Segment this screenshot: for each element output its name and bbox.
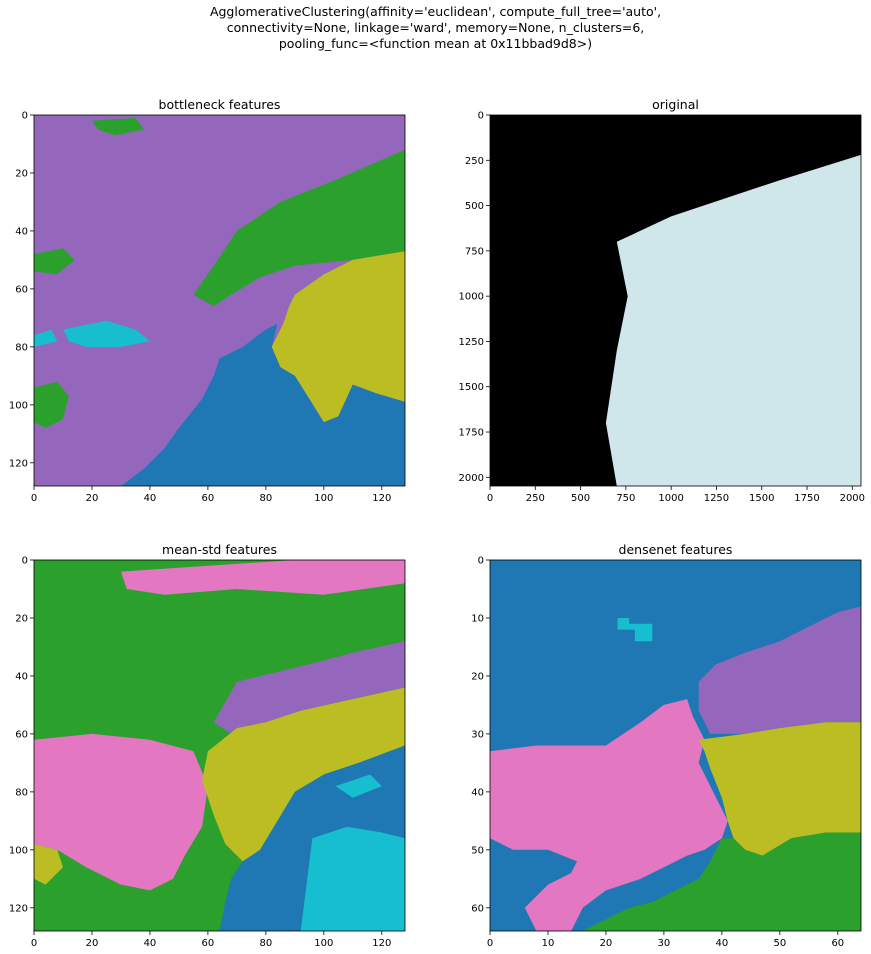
- y-tick-label: 60: [15, 729, 28, 740]
- x-tick-label: 500: [571, 493, 590, 504]
- y-tick-label: 100: [9, 845, 28, 856]
- y-tick-label: 2000: [459, 473, 484, 484]
- y-tick-label: 20: [471, 671, 484, 682]
- y-tick-label: 1250: [459, 337, 484, 348]
- y-tick-label: 20: [15, 168, 28, 179]
- y-tick-label: 50: [471, 845, 484, 856]
- x-tick-label: 0: [487, 493, 493, 504]
- y-tick-label: 60: [15, 284, 28, 295]
- x-tick-label: 250: [526, 493, 545, 504]
- bottleneck-features-heatmap: 0 20 40 60 80 100 120 0 20 40 60 80 100 120: [9, 111, 405, 505]
- x-tick-label: 0: [31, 493, 37, 504]
- y-tick-label: 1000: [459, 292, 484, 303]
- y-tick-label: 80: [15, 787, 28, 798]
- y-tick-label: 750: [465, 246, 484, 257]
- y-tick-label: 0: [22, 111, 28, 122]
- densenet-features-heatmap: 0 10 20 30 40 50 60 0 10 20 30 40 50 60: [471, 556, 861, 950]
- y-tick-label: 20: [15, 613, 28, 624]
- x-tick-label: 100: [314, 938, 333, 949]
- x-tick-label: 1750: [794, 493, 819, 504]
- y-tick-label: 40: [15, 671, 28, 682]
- x-tick-label: 1000: [658, 493, 683, 504]
- y-tick-label: 1500: [459, 382, 484, 393]
- x-tick-label: 10: [542, 938, 555, 949]
- x-tick-label: 80: [260, 938, 273, 949]
- x-tick-label: 60: [831, 938, 844, 949]
- x-tick-label: 120: [372, 938, 391, 949]
- x-tick-label: 40: [716, 938, 729, 949]
- x-tick-label: 1250: [704, 493, 729, 504]
- original-image-panel: 0 250 500 750 1000 1250 1500 1750 20000250500750…: [459, 111, 865, 505]
- x-tick-label: 50: [773, 938, 786, 949]
- y-tick-label: 120: [9, 458, 28, 469]
- y-tick-label: 500: [465, 201, 484, 212]
- y-tick-label: 0: [22, 556, 28, 567]
- x-tick-label: 100: [314, 493, 333, 504]
- x-tick-label: 80: [260, 493, 273, 504]
- x-tick-label: 750: [616, 493, 635, 504]
- y-tick-label: 80: [15, 342, 28, 353]
- y-tick-label: 1750: [459, 428, 484, 439]
- y-tick-label: 0: [478, 111, 484, 122]
- y-tick-label: 250: [465, 156, 484, 167]
- cluster-region-cyan: [301, 827, 405, 931]
- mean-std-features-heatmap: 0 20 40 60 80 100 120 0 20 40 60 80 100 120: [9, 556, 405, 950]
- x-tick-label: 1500: [749, 493, 774, 504]
- y-tick-label: 10: [471, 613, 484, 624]
- y-tick-label: 40: [471, 787, 484, 798]
- x-tick-label: 2000: [840, 493, 865, 504]
- x-tick-label: 120: [372, 493, 391, 504]
- y-tick-label: 100: [9, 400, 28, 411]
- x-tick-label: 20: [86, 493, 99, 504]
- x-tick-label: 60: [202, 938, 215, 949]
- x-tick-label: 40: [144, 493, 157, 504]
- x-tick-label: 20: [86, 938, 99, 949]
- y-tick-label: 30: [471, 729, 484, 740]
- x-tick-label: 40: [144, 938, 157, 949]
- y-tick-label: 0: [478, 556, 484, 567]
- x-tick-label: 30: [658, 938, 671, 949]
- x-tick-label: 60: [202, 493, 215, 504]
- x-tick-label: 20: [600, 938, 613, 949]
- y-tick-label: 40: [15, 226, 28, 237]
- y-tick-label: 120: [9, 903, 28, 914]
- x-tick-label: 0: [31, 938, 37, 949]
- y-tick-label: 60: [471, 903, 484, 914]
- x-tick-label: 0: [487, 938, 493, 949]
